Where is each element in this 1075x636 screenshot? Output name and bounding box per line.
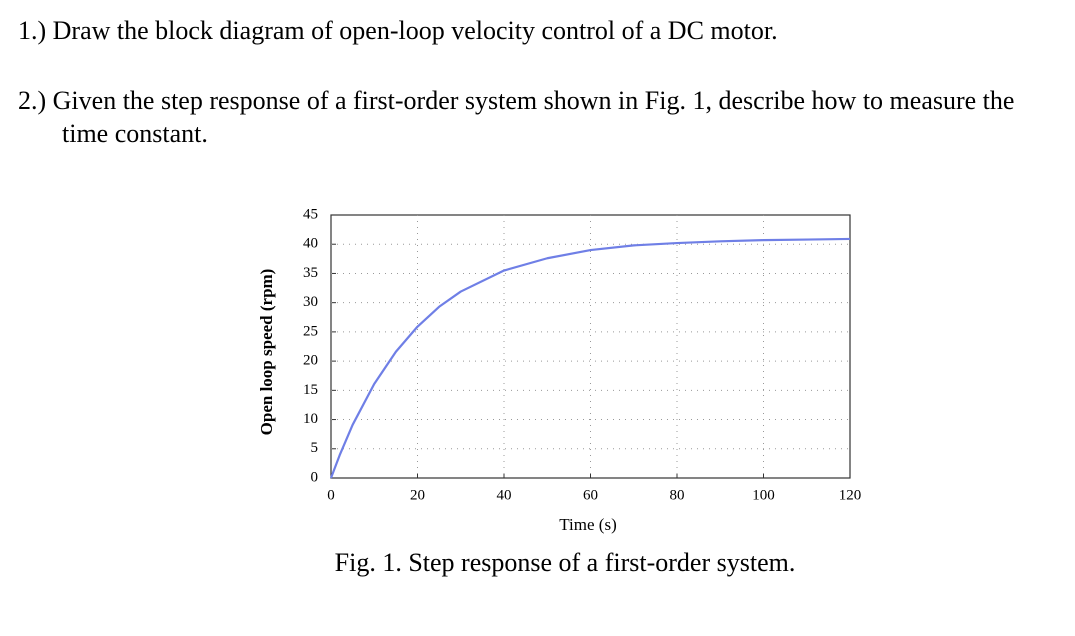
question-2: 2.) Given the step response of a first-o…: [18, 86, 1015, 148]
y-tick-label: 25: [303, 323, 318, 339]
x-tick-label: 40: [497, 487, 512, 503]
x-axis-label: Time (s): [559, 515, 616, 534]
plot-frame: [330, 214, 851, 479]
x-tick-label: 20: [410, 487, 425, 503]
y-tick-label: 5: [311, 440, 319, 456]
y-axis-label: Open loop speed (rpm): [257, 269, 276, 436]
y-tick-label: 0: [311, 469, 319, 485]
y-tick-label: 30: [303, 294, 318, 310]
y-tick-label: 15: [303, 382, 318, 398]
x-tick-label: 120: [839, 487, 862, 503]
question-1: 1.) Draw the block diagram of open-loop …: [18, 16, 778, 45]
y-tick-label: 20: [303, 353, 318, 369]
response-curve: [329, 237, 851, 479]
x-tick-label: 80: [670, 487, 685, 503]
x-tick-label: 0: [327, 487, 335, 503]
figure-caption: Fig. 1. Step response of a first-order s…: [335, 548, 796, 577]
y-tick-label: 40: [303, 236, 318, 252]
y-tick-label: 45: [303, 206, 318, 222]
x-tick-label: 60: [583, 487, 598, 503]
x-tick-label: 100: [752, 487, 775, 503]
y-tick-label: 35: [303, 265, 318, 281]
y-tick-label: 10: [303, 411, 318, 427]
